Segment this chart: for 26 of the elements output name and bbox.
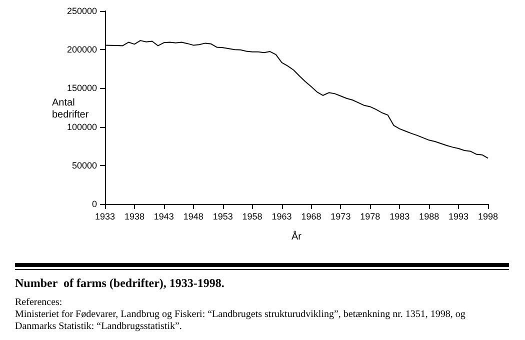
y-axis-title: Antal bedrifter [52,98,90,120]
y-tick-label: 100000 [66,122,97,132]
x-tick-label: 1968 [301,212,322,222]
x-tick-label: 1993 [448,212,469,222]
x-tick-label: 1938 [124,212,144,222]
x-tick-label: 1978 [360,212,380,222]
x-tick-label: 1958 [242,212,262,222]
x-tick-label: 1948 [183,212,204,222]
x-tick-label: 1998 [478,212,498,222]
text: Number of farms (bedrifter), 1933-1998. [15,276,226,291]
x-tick-label: 1953 [212,212,233,222]
x-tick-label: 1983 [390,212,410,222]
x-tick-label: 1963 [272,212,292,222]
text: Ministeriet for Fødevarer, Landbrug og Fiskeri: “Landbrugets strukturudvikling”, betænkning nr. 1351, 1998, og [15,309,466,321]
x-tick-label: 1943 [154,212,174,222]
x-axis-title: År [292,230,302,242]
y-tick-label: 0 [92,199,97,209]
x-tick-label: 1933 [94,212,116,222]
y-tick-label: 50000 [72,160,97,170]
y-tick-label: 150000 [66,83,97,94]
y-tick-label: 200000 [66,44,97,55]
text: References: [15,297,64,309]
text: Danmarks Statistik: “Landbrugsstatistik”. [15,321,183,333]
x-tick-label: 1973 [330,212,351,222]
y-tick-label: 250000 [66,6,97,16]
x-tick-label: 1988 [419,212,440,222]
